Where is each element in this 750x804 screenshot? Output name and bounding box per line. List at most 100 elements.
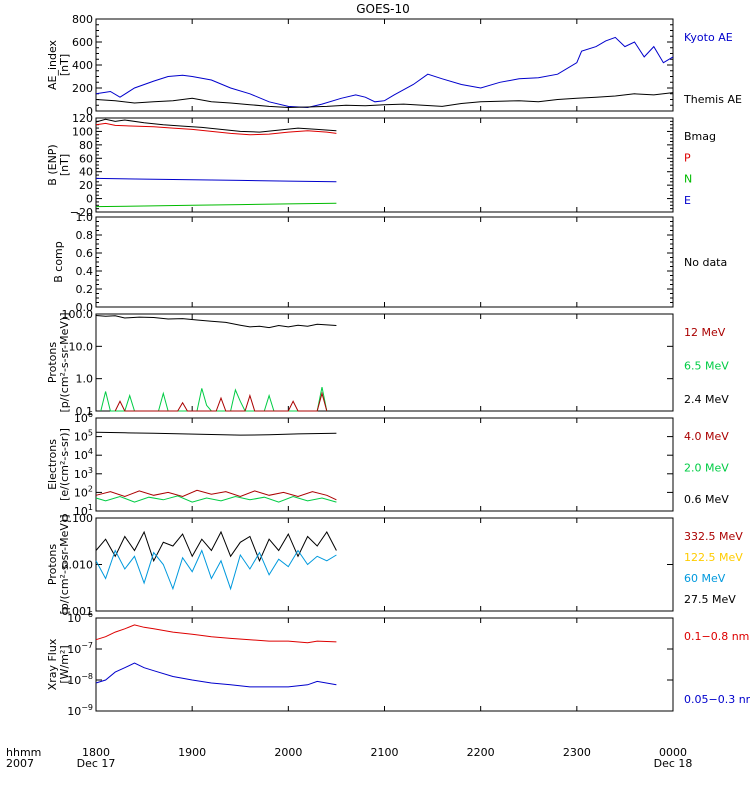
y-tick-label: 100.0: [62, 308, 94, 321]
y-tick-label: −20: [70, 206, 93, 219]
legend-entry: 2.4 MeV: [684, 393, 729, 406]
series-line: [95, 177, 337, 183]
y-tick-label: 10−6: [67, 610, 93, 625]
x-tick-label: 2300: [563, 746, 591, 759]
panel-frame: [95, 18, 674, 112]
y-tick-label: 0.001: [62, 605, 94, 618]
y-tick-label: 0.1: [76, 405, 94, 418]
series-line: [95, 315, 337, 329]
legend-entry: 0.05−0.3 nm: [684, 693, 750, 706]
y-axis-label: [nT]: [58, 54, 71, 76]
legend-entry: 0.6 MeV: [684, 493, 729, 506]
series-line: [95, 118, 337, 133]
y-axis-label: [p/(cm²-s-sr-MeV)]: [58, 515, 71, 615]
panel-5: 101 102 103 104 105 106 Electrons [e/(cm²-s-sr)…: [46, 410, 729, 518]
y-axis-label: [nT]: [58, 154, 71, 176]
legend-entry: P: [684, 151, 691, 164]
panel-frame: [95, 117, 674, 213]
x-tick-label: 1900: [178, 746, 206, 759]
panel-7: 10−9 10−8 10−7 10−6 Xray Flux [W/m²] 0.1−0.8 n…: [46, 610, 750, 718]
legend-entry: Bmag: [684, 130, 716, 143]
series-line: [100, 387, 328, 412]
y-tick-label: 101: [74, 503, 93, 518]
legend-entry: 122.5 MeV: [684, 551, 743, 564]
time-axis-labels: hhmm 2007 1800 1900 2000 2100 2200 2300 0000De…: [6, 746, 692, 770]
series-line: [114, 391, 328, 412]
y-tick-label: 10.0: [69, 340, 94, 353]
y-tick-label: 200: [72, 82, 93, 95]
series-line: [95, 92, 674, 109]
legend-entry: 12 MeV: [684, 326, 726, 339]
y-tick-label: 0.8: [76, 229, 94, 242]
x-tick-label: 2200: [467, 746, 495, 759]
y-tick-label: 1.0: [76, 373, 94, 386]
y-axis-label: Protons: [46, 544, 59, 585]
legend-entry: 4.0 MeV: [684, 430, 729, 443]
y-axis-label: B (ENP): [46, 144, 59, 185]
y-tick-label: 60: [79, 152, 93, 165]
y-axis-label: [W/m²]: [58, 645, 71, 683]
y-tick-label: 1.0: [76, 211, 94, 224]
x-tick-label: 0000: [659, 746, 687, 759]
y-tick-label: 0: [86, 105, 93, 118]
panel-frame: [95, 517, 674, 612]
y-axis-label: [p/(cm²-s-sr-MeV)]: [58, 313, 71, 413]
y-tick-label: 10−9: [67, 703, 93, 718]
series-line: [95, 122, 337, 136]
legend-entry: 27.5 MeV: [684, 593, 736, 606]
legend-entry: N: [684, 173, 692, 186]
y-axis-label: [e/(cm²-s-sr)]: [58, 428, 71, 501]
panel-frame: [95, 617, 674, 712]
y-tick-label: 0.010: [62, 559, 94, 572]
chart-title: GOES-10: [356, 2, 410, 16]
y-tick-label: 102: [74, 484, 93, 499]
series-line: [95, 36, 674, 109]
y-tick-label: 0: [86, 193, 93, 206]
y-tick-label: 600: [72, 36, 93, 49]
panel-3: 0.0 0.2 0.4 0.6 0.8 1.0 B comp No data: [52, 211, 727, 314]
x-tick-label: 2000: [274, 746, 302, 759]
y-tick-label: 20: [79, 179, 93, 192]
y-axis-label: Electrons: [46, 439, 59, 490]
legend-entry: 60 MeV: [684, 572, 726, 585]
y-tick-label: 104: [74, 447, 93, 462]
series-line: [95, 495, 337, 503]
y-tick-label: 400: [72, 59, 93, 72]
x-date-label: Dec 17: [77, 757, 116, 770]
panel-frame: [95, 313, 674, 412]
legend-entry: Themis AE: [683, 93, 742, 106]
y-axis-label: Xray Flux: [46, 638, 59, 690]
series-line: [95, 202, 337, 208]
y-tick-label: 80: [79, 139, 93, 152]
x-tick-label: 1800: [82, 746, 110, 759]
y-tick-label: 0.0: [76, 301, 94, 314]
legend-entry: E: [684, 194, 691, 207]
y-tick-label: 800: [72, 13, 93, 26]
y-tick-label: 105: [74, 429, 93, 444]
y-axis-label: Protons: [46, 342, 59, 383]
series-line: [95, 624, 337, 644]
legend-entry: 6.5 MeV: [684, 360, 729, 373]
series-line: [95, 489, 337, 501]
y-axis-label: B comp: [52, 241, 65, 283]
x-date-label: Dec 18: [654, 757, 693, 770]
panel-frame: [95, 216, 674, 308]
legend-entry: No data: [684, 256, 727, 269]
panel-frame: [95, 417, 674, 512]
x-tick-label: 2100: [371, 746, 399, 759]
y-tick-label: 0.4: [76, 265, 94, 278]
panel-6: 0.001 0.010 0.100 Protons [p/(cm²-s-sr-MeV)]…: [46, 512, 743, 618]
y-tick-label: 106: [74, 410, 93, 425]
y-tick-label: 103: [74, 466, 93, 481]
x-axis-row-label: hhmm: [6, 746, 41, 759]
series-line: [95, 530, 337, 563]
y-tick-label: 0.6: [76, 247, 94, 260]
panel-4: 0.1 1.0 10.0 100.0 Protons [p/(cm²-s-sr-MeV)]…: [46, 308, 729, 418]
x-axis-year: 2007: [6, 757, 34, 770]
legend-entry: Kyoto AE: [684, 31, 733, 44]
y-tick-label: 0.100: [62, 512, 94, 525]
y-tick-label: 40: [79, 166, 93, 179]
